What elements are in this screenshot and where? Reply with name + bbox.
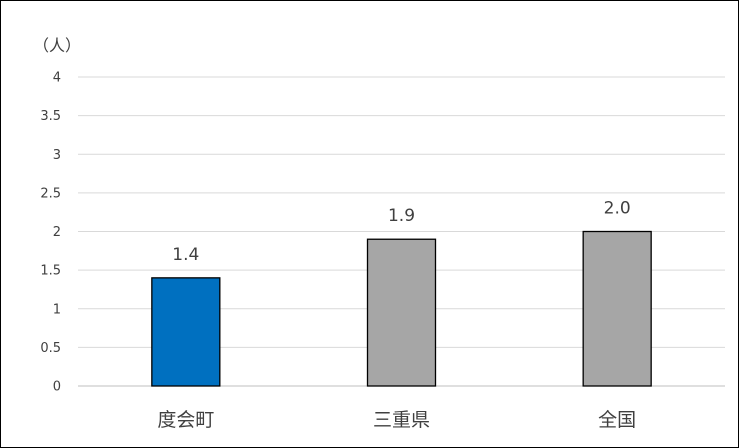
bar — [582, 230, 652, 387]
y-tick-label: 3 — [53, 148, 61, 163]
bar — [151, 277, 221, 387]
data-label: 1.4 — [172, 245, 199, 265]
x-category-label: 度会町 — [157, 409, 214, 431]
x-axis-category-labels: 度会町 三重県 全国 — [157, 409, 636, 431]
x-category-label: 三重県 — [373, 409, 430, 431]
y-tick-label: 2 — [53, 225, 61, 240]
data-labels: 1.4 1.9 2.0 — [172, 199, 630, 265]
y-tick-label: 0.5 — [40, 341, 61, 356]
y-tick-label: 0 — [53, 380, 61, 395]
y-tick-label: 3.5 — [40, 109, 61, 124]
y-axis-tick-labels: 0 0.5 1 1.5 2 2.5 3 3.5 4 — [40, 71, 61, 395]
data-label: 1.9 — [388, 206, 415, 226]
y-tick-label: 2.5 — [40, 186, 61, 201]
y-tick-label: 4 — [53, 71, 61, 86]
x-category-label: 全国 — [598, 409, 636, 431]
y-tick-label: 1 — [53, 302, 61, 317]
bars — [151, 230, 652, 387]
data-label: 2.0 — [604, 199, 631, 219]
y-axis-unit-label: （人） — [33, 36, 81, 55]
bar — [366, 238, 437, 387]
y-tick-label: 1.5 — [40, 264, 61, 279]
